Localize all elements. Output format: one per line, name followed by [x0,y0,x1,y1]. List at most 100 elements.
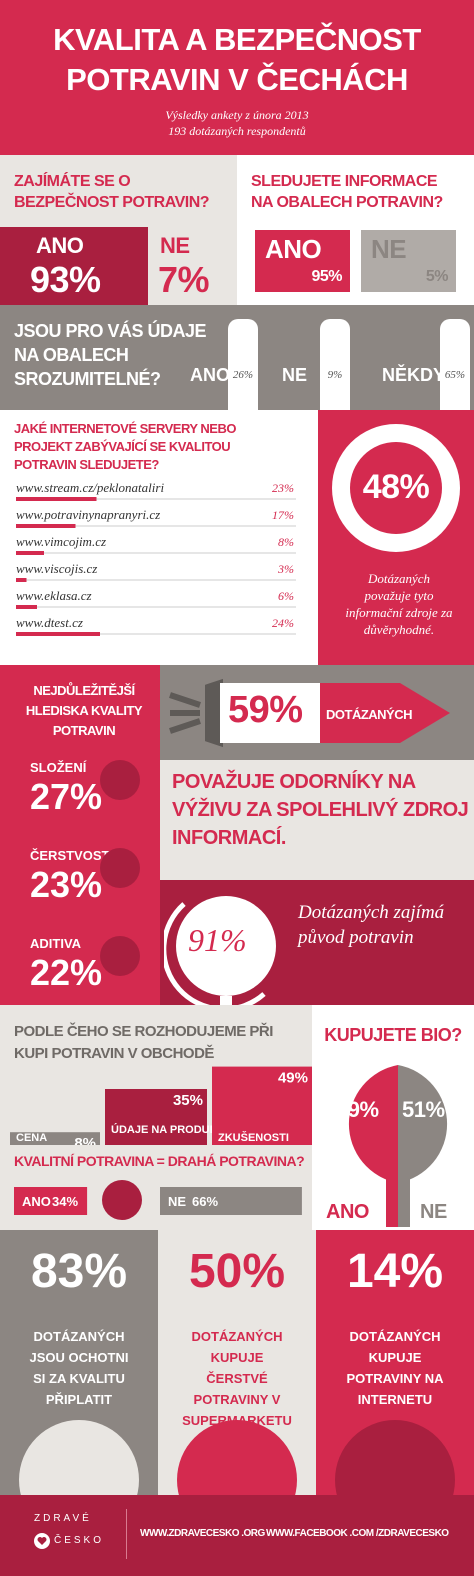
criteria-icon [100,936,140,976]
panel: NEJDŮLEŽITĚJŠÍ HLEDISKA KVALITY POTRAVIN… [0,665,160,1005]
subtitle: 193 dotázaných respondentů [168,124,306,138]
tree [348,1065,448,1227]
stat-panel: 50% DOTÁZANÝCH KUPUJE ČERSTVÉ POTRAVINY V… [158,1230,316,1495]
panel: JAKÉ INTERNETOVÉ SERVERY NEBO PROJEKT ZA… [0,410,318,665]
price-value: 66% [192,1194,218,1209]
stat-icon [335,1420,455,1495]
criteria-value: 23% [30,864,103,905]
price-bar [14,1187,88,1215]
euro-icon [102,1180,142,1220]
price-label: NE [168,1194,186,1209]
site-bar [16,605,37,609]
answer-label: ANO [190,365,230,385]
price-chart: ANO 34% NE 66% [14,1180,302,1220]
stat-value: 14% [346,1245,444,1298]
stat-text: DOTÁZANÝCH KUPUJE ČERSTVÉ POTRAVINY V SU… [182,1329,292,1428]
link[interactable]: WWW.ZDRAVECESKO .ORG [140,1528,265,1539]
answer-label: NE [371,234,407,264]
site-url: www.stream.cz/peklonataliri [16,480,164,495]
question: JSOU PRO VÁS ÚDAJE NA OBALECH SROZUMITEL… [14,321,207,389]
panel: 91% Dotázaných zajímá původ potravin [160,880,474,1005]
origin-value: 91% [188,922,247,958]
factor-bar [10,1132,100,1145]
stat-icon [177,1420,297,1495]
site-bar [16,524,76,528]
stat-text: DOTÁZANÝCH JSOU OCHOTNI SI ZA KVALITU PŘ… [29,1329,129,1407]
bio-yes-label: ANO [326,1201,369,1223]
bottle [228,319,258,410]
experts-value: 59% [228,689,303,731]
factors-chart: CENA 8% ÚDAJE NA PRODUKTU 35% ZKUŠENOSTI 49% [10,1066,312,1145]
criteria-value: 27% [30,776,103,817]
panel: 59% DOTÁZANÝCH [160,665,474,760]
link[interactable]: WWW.FACEBOOK .COM /ZDRAVECESKO [266,1528,449,1539]
site-bar [16,578,27,582]
panel: JSOU PRO VÁS ÚDAJE NA OBALECH SROZUMITEL… [0,305,474,410]
factor-value: 49% [278,1070,308,1087]
panel: SLEDUJETE INFORMACE NA OBALECH POTRAVIN?… [237,155,474,305]
ticket: NE 5% [361,230,456,292]
subtitle: Výsledky ankety z února 2013 [165,108,309,122]
stat-value: 83% [30,1245,128,1298]
circle [332,424,460,552]
site-url: www.dtest.cz [16,615,83,630]
bio-no-label: NE [420,1201,447,1223]
answer-value: 26% [232,369,254,381]
answer-label: NE [160,233,190,258]
site-url: www.vimcojim.cz [16,534,106,549]
criteria-label: ADITIVA [30,936,82,951]
site-url: www.eklasa.cz [16,588,92,603]
answer-label: ANO [36,233,84,258]
site-value: 6% [278,589,294,603]
question: KVALITNÍ POTRAVINA = DRAHÁ POTRAVINA? [14,1153,305,1169]
stat-text: DOTÁZANÝCH KUPUJE POTRAVINY NA INTERNETU [346,1329,444,1407]
bio-yes-value: 49% [336,1097,379,1122]
trust-text: Dotázaných považuje tyto informační zdro… [345,571,453,637]
brand: ČESKO [54,1535,105,1546]
trust-value: 48% [362,468,430,506]
carrot [169,678,450,748]
price-bar [160,1187,302,1215]
answer-label: ANO [265,234,322,264]
factor-value: 35% [173,1092,203,1109]
panel: KUPUJETE BIO? 49% 51% ANO NE [312,1005,474,1230]
yes-box: ANO 93% [0,227,148,305]
bottle [320,319,350,410]
globe [164,896,276,1005]
stat-icon [19,1420,139,1495]
question: PODLE ČEHO SE ROZHODUJEME PŘI KUPI POTRA… [14,1023,273,1062]
site-value: 17% [272,508,294,522]
ticket: ANO 95% [255,230,350,292]
answer-label: NĚKDY [382,365,446,385]
bio-no-value: 51% [402,1097,445,1122]
factor-label: CENA [16,1132,47,1144]
question: KUPUJETE BIO? [324,1025,462,1045]
panel: 48% Dotázaných považuje tyto informační … [318,410,474,665]
divider [126,1509,127,1559]
experts-text: POVAŽUJE ODORNÍKY NA VÝŽIVU ZA SPOLEHLIV… [172,771,469,849]
brand: ZDRAVÉ [34,1513,92,1524]
criteria-icon [100,760,140,800]
panel: POVAŽUJE ODORNÍKY NA VÝŽIVU ZA SPOLEHLIV… [160,760,474,880]
site-bar [16,551,44,555]
bottles: ANO 26% NE 9% NĚKDY 65% [190,305,474,410]
question: ZAJÍMÁTE SE O BEZPEČNOST POTRAVIN? [14,173,210,211]
stat-panel: 14% DOTÁZANÝCH KUPUJE POTRAVINY NA INTERN… [316,1230,474,1495]
criteria-label: SLOŽENÍ [30,760,87,775]
footer: ZDRAVÉ ČESKO WWW.ZDRAVECESKO .ORG WWW.FA… [0,1495,474,1576]
title: KVALITA A BEZPEČNOST [53,22,421,57]
site-value: 8% [278,535,294,549]
factor-label: ZKUŠENOSTI [218,1131,289,1144]
site-value: 3% [277,562,294,576]
stat-value: 50% [188,1245,286,1298]
site-bar [16,632,100,636]
site-value: 24% [272,616,294,630]
question: JAKÉ INTERNETOVÉ SERVERY NEBO PROJEKT ZA… [14,421,236,472]
title: POTRAVIN V ČECHÁCH [66,62,408,97]
question: SLEDUJETE INFORMACE NA OBALECH POTRAVIN? [251,173,443,211]
criteria-title: NEJDŮLEŽITĚJŠÍ HLEDISKA KVALITY POTRAVIN [25,683,143,738]
factor-bar [212,1066,312,1145]
site-url: www.potravinynapranyri.cz [16,507,160,522]
criteria-icon [100,848,140,888]
answer-value: 95% [311,268,342,285]
